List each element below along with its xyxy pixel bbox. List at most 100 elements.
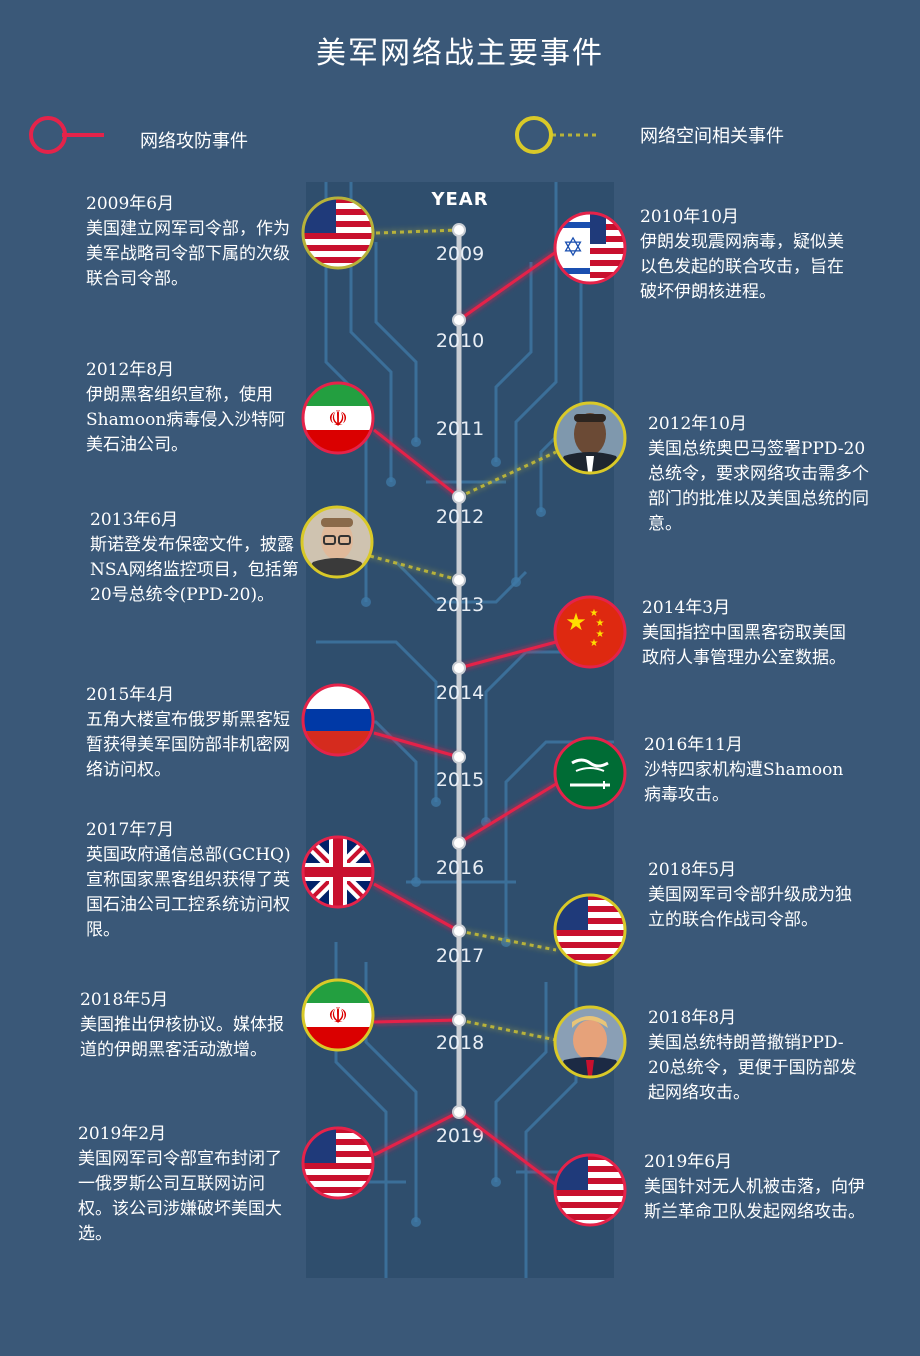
obama-portrait-icon bbox=[553, 401, 627, 475]
uk-flag-icon bbox=[301, 835, 375, 909]
connector-attack bbox=[373, 428, 460, 499]
event-description: 美国总统奥巴马签署PPD-20总统令，要求网络攻击需多个部门的批准以及美国总统的… bbox=[648, 439, 869, 534]
us-flag-icon bbox=[301, 196, 375, 270]
connector-cyber bbox=[375, 228, 460, 235]
year-label-2009: 2009 bbox=[435, 243, 485, 265]
timeline-node bbox=[452, 1105, 466, 1119]
timeline-node bbox=[452, 924, 466, 938]
event-date: 2012年8月 bbox=[86, 360, 175, 380]
event-right-2012: 2012年10月 美国总统奥巴马签署PPD-20总统令，要求网络攻击需多个部门的… bbox=[648, 412, 876, 537]
us-flag-icon bbox=[301, 1126, 375, 1200]
event-left-2019: 2019年2月 美国网军司令部宣布封闭了一俄罗斯公司互联网访问权。该公司涉嫌破坏… bbox=[78, 1122, 292, 1247]
us-flag-icon bbox=[553, 893, 627, 967]
year-label-2019: 2019 bbox=[435, 1125, 485, 1147]
event-left-2015: 2015年4月 五角大楼宣布俄罗斯黑客短暂获得美军国防部非机密网络访问权。 bbox=[86, 683, 298, 783]
cyber-legend-icon bbox=[515, 116, 596, 154]
trump-portrait-icon bbox=[553, 1005, 627, 1079]
event-description: 伊朗发现震网病毒，疑似美以色发起的联合攻击，旨在破坏伊朗核进程。 bbox=[640, 232, 844, 302]
connector-attack bbox=[458, 1110, 557, 1187]
event-left-2018: 2018年5月 美国推出伊核协议。媒体报道的伊朗黑客活动激增。 bbox=[80, 988, 294, 1063]
event-left-2017: 2017年7月 英国政府通信总部(GCHQ)宣称国家黑客组织获得了英国石油公司工… bbox=[86, 818, 298, 943]
connector-attack bbox=[373, 882, 460, 933]
event-date: 2018年5月 bbox=[648, 860, 737, 880]
event-right-2010: 2010年10月 伊朗发现震网病毒，疑似美以色发起的联合攻击，旨在破坏伊朗核进程… bbox=[640, 205, 856, 305]
year-label-2013: 2013 bbox=[435, 594, 485, 616]
connector-cyber bbox=[458, 1018, 557, 1042]
svg-text:✡: ✡ bbox=[562, 233, 584, 263]
connector-attack bbox=[373, 731, 460, 759]
event-description: 美国网军司令部升级成为独立的联合作战司令部。 bbox=[648, 885, 852, 930]
event-description: 沙特四家机构遭Shamoon病毒攻击。 bbox=[644, 760, 844, 805]
event-description: 五角大楼宣布俄罗斯黑客短暂获得美军国防部非机密网络访问权。 bbox=[86, 710, 290, 780]
event-right-2019: 2019年6月 美国针对无人机被击落，向伊斯兰革命卫队发起网络攻击。 bbox=[644, 1150, 866, 1225]
timeline-node bbox=[452, 490, 466, 504]
iran-flag-icon: ☫ bbox=[301, 978, 375, 1052]
year-label-2016: 2016 bbox=[435, 857, 485, 879]
year-label-2014: 2014 bbox=[435, 682, 485, 704]
event-right-2018-aug: 2018年8月 美国总统特朗普撤销PPD-20总统令，更便于国防部发起网络攻击。 bbox=[648, 1006, 864, 1106]
event-date: 2013年6月 bbox=[90, 510, 179, 530]
event-date: 2018年8月 bbox=[648, 1008, 737, 1028]
us-flag-icon bbox=[553, 1153, 627, 1227]
event-description: 美国针对无人机被击落，向伊斯兰革命卫队发起网络攻击。 bbox=[644, 1177, 865, 1222]
event-date: 2010年10月 bbox=[640, 207, 739, 227]
event-description: 伊朗黑客组织宣称，使用Shamoon病毒侵入沙特阿美石油公司。 bbox=[86, 385, 286, 455]
event-description: 美国网军司令部宣布封闭了一俄罗斯公司互联网访问权。该公司涉嫌破坏美国大选。 bbox=[78, 1149, 282, 1244]
connector-attack bbox=[373, 1018, 460, 1024]
event-description: 美国指控中国黑客窃取美国政府人事管理办公室数据。 bbox=[642, 623, 846, 668]
legend bbox=[29, 116, 596, 154]
event-date: 2016年11月 bbox=[644, 735, 743, 755]
event-description: 英国政府通信总部(GCHQ)宣称国家黑客组织获得了英国石油公司工控系统访问权限。 bbox=[86, 845, 291, 940]
svg-text:☫: ☫ bbox=[328, 407, 348, 432]
event-right-2016: 2016年11月 沙特四家机构遭Shamoon病毒攻击。 bbox=[644, 733, 844, 808]
timeline-node bbox=[452, 836, 466, 850]
timeline-node bbox=[452, 313, 466, 327]
iran-flag-icon: ☫ bbox=[301, 381, 375, 455]
snowden-portrait-icon bbox=[300, 505, 374, 579]
china-flag-icon: ★ ★ ★ ★ ★ bbox=[553, 595, 627, 669]
event-date: 2019年6月 bbox=[644, 1152, 733, 1172]
svg-text:★: ★ bbox=[565, 608, 587, 636]
event-description: 美国推出伊核协议。媒体报道的伊朗黑客活动激增。 bbox=[80, 1015, 284, 1060]
russia-flag-icon bbox=[301, 683, 375, 757]
year-label-2011: 2011 bbox=[435, 418, 485, 440]
timeline-node bbox=[452, 573, 466, 587]
event-date: 2018年5月 bbox=[80, 990, 169, 1010]
svg-text:★: ★ bbox=[596, 618, 605, 629]
attack-legend-icon bbox=[29, 116, 104, 154]
connector-attack bbox=[458, 250, 557, 322]
svg-text:★: ★ bbox=[596, 629, 605, 640]
year-label-2017: 2017 bbox=[435, 945, 485, 967]
connector-cyber bbox=[369, 554, 460, 582]
event-date: 2012年10月 bbox=[648, 414, 747, 434]
event-description: 斯诺登发布保密文件，披露NSA网络监控项目，包括第20号总统令(PPD-20)。 bbox=[90, 535, 299, 605]
year-label-2012: 2012 bbox=[435, 506, 485, 528]
event-description: 美国总统特朗普撤销PPD-20总统令，更便于国防部发起网络攻击。 bbox=[648, 1033, 857, 1103]
page-title: 美军网络战主要事件 bbox=[316, 36, 604, 71]
event-description: 美国建立网军司令部，作为美军战略司令部下属的次级联合司令部。 bbox=[86, 219, 290, 289]
connector-attack bbox=[458, 782, 557, 845]
event-left-2009: 2009年6月 美国建立网军司令部，作为美军战略司令部下属的次级联合司令部。 bbox=[86, 192, 300, 292]
connector-attack bbox=[458, 640, 557, 670]
event-left-2012: 2012年8月 伊朗黑客组织宣称，使用Shamoon病毒侵入沙特阿美石油公司。 bbox=[86, 358, 298, 458]
year-label-2018: 2018 bbox=[435, 1032, 485, 1054]
event-right-2018-may: 2018年5月 美国网军司令部升级成为独立的联合作战司令部。 bbox=[648, 858, 864, 933]
year-label-2015: 2015 bbox=[435, 769, 485, 791]
connector-attack bbox=[373, 1110, 460, 1157]
event-date: 2009年6月 bbox=[86, 194, 175, 214]
connector-cyber bbox=[458, 450, 557, 499]
legend-cyber-label: 网络空间相关事件 bbox=[640, 126, 784, 147]
svg-text:★: ★ bbox=[590, 608, 599, 619]
timeline-node bbox=[452, 1013, 466, 1027]
us-israel-flag-icon: ✡ bbox=[553, 211, 627, 285]
legend-attack-label: 网络攻防事件 bbox=[140, 131, 248, 152]
event-date: 2014年3月 bbox=[642, 598, 731, 618]
event-date: 2019年2月 bbox=[78, 1124, 167, 1144]
timeline-node bbox=[452, 223, 466, 237]
event-date: 2015年4月 bbox=[86, 685, 175, 705]
year-header: YEAR bbox=[431, 189, 489, 210]
event-date: 2017年7月 bbox=[86, 820, 175, 840]
event-left-2013: 2013年6月 斯诺登发布保密文件，披露NSA网络监控项目，包括第20号总统令(… bbox=[90, 508, 300, 608]
saudi-flag-icon bbox=[553, 736, 627, 810]
